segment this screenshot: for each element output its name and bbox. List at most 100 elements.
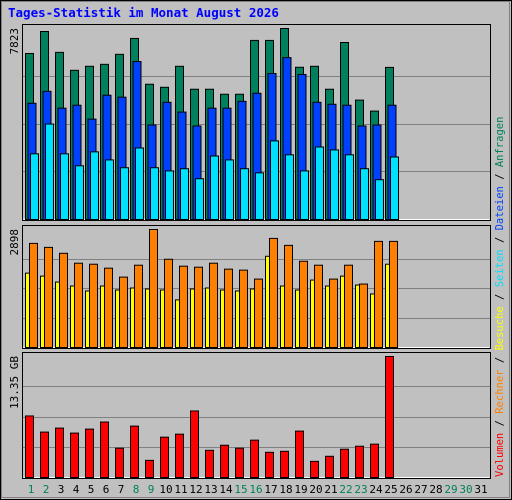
bar <box>344 264 353 348</box>
chart-title: Tages-Statistik im Monat August 2026 <box>8 5 279 20</box>
bar <box>390 156 399 221</box>
legend-separator: / <box>494 230 506 249</box>
x-tick-label: 4 <box>73 483 80 496</box>
x-tick-label: 5 <box>88 483 95 496</box>
x-tick-label: 6 <box>103 483 110 496</box>
bar <box>60 153 69 220</box>
bar <box>375 179 384 220</box>
bar <box>180 168 189 221</box>
bar <box>120 167 129 220</box>
bar <box>134 264 143 348</box>
bar <box>265 451 274 479</box>
bar <box>329 278 338 349</box>
bar <box>130 425 139 478</box>
x-tick-label: 3 <box>58 483 65 496</box>
bar <box>359 283 368 348</box>
bar <box>179 265 188 348</box>
bar <box>40 431 49 478</box>
bar <box>385 356 394 478</box>
x-tick-label: 29 <box>444 483 457 496</box>
bar <box>285 154 294 220</box>
bar <box>115 447 124 478</box>
legend-separator: / <box>494 287 506 306</box>
bar <box>270 140 279 220</box>
legend: Volumen / Rechner / Besuche / Seiten / D… <box>494 117 506 477</box>
bar <box>75 165 84 220</box>
bar <box>310 460 319 479</box>
legend-entry: Volumen <box>494 433 506 477</box>
legend-entry: Seiten <box>494 249 506 287</box>
bar <box>160 436 169 478</box>
x-tick-label: 28 <box>429 483 442 496</box>
bar <box>104 267 113 349</box>
bar <box>175 433 184 479</box>
x-tick-label: 17 <box>264 483 277 496</box>
x-tick-label: 20 <box>309 483 322 496</box>
legend-separator: / <box>494 167 506 186</box>
legend-separator: / <box>494 351 506 370</box>
bar <box>300 170 309 220</box>
bar <box>59 252 68 348</box>
bar <box>389 240 398 348</box>
bar <box>370 443 379 478</box>
bar <box>105 159 114 220</box>
legend-entry: Besuche <box>494 306 506 350</box>
x-tick-label: 19 <box>294 483 307 496</box>
y-tick-label: 7823 <box>8 28 21 55</box>
bar <box>224 268 233 349</box>
x-tick-label: 12 <box>189 483 202 496</box>
x-tick-label: 21 <box>324 483 337 496</box>
bar <box>280 450 289 479</box>
bar <box>149 229 158 348</box>
bar <box>315 146 324 220</box>
bar <box>240 168 249 221</box>
x-tick-label: 27 <box>414 483 427 496</box>
bar <box>235 447 244 478</box>
bar <box>145 459 154 478</box>
bar <box>119 276 128 348</box>
x-tick-label: 13 <box>204 483 217 496</box>
bar <box>330 149 339 220</box>
x-tick-label: 18 <box>279 483 292 496</box>
bar <box>254 278 263 349</box>
bar <box>44 246 53 349</box>
bar <box>74 262 83 349</box>
y-tick-label: 13.35 GB <box>8 356 21 409</box>
bar <box>239 269 248 348</box>
bar <box>85 428 94 479</box>
bar <box>225 159 234 220</box>
bar <box>205 449 214 479</box>
bar <box>355 445 364 479</box>
bar <box>100 421 109 478</box>
x-tick-label: 14 <box>219 483 233 496</box>
bar <box>150 167 159 220</box>
x-tick-label: 7 <box>118 483 125 496</box>
bar <box>165 170 174 220</box>
bar <box>360 168 369 221</box>
bar <box>284 244 293 348</box>
bar <box>250 439 259 479</box>
x-tick-label: 15 <box>234 483 247 496</box>
bar <box>210 155 219 221</box>
x-tick-label: 10 <box>159 483 172 496</box>
bar <box>90 151 99 220</box>
bar <box>55 427 64 478</box>
x-tick-label: 2 <box>43 483 50 496</box>
x-tick-label: 1 <box>28 483 35 496</box>
bar <box>164 258 173 349</box>
legend-entry: Dateien <box>494 186 506 230</box>
bar <box>325 455 334 479</box>
bar <box>29 242 38 348</box>
bar <box>194 266 203 348</box>
x-tick-label: 30 <box>459 483 472 496</box>
legend-entry: Anfragen <box>494 117 506 168</box>
bar <box>374 240 383 348</box>
bar <box>30 153 39 220</box>
bar <box>195 178 204 220</box>
y-tick-label: 2898 <box>8 229 21 256</box>
x-tick-label: 8 <box>133 483 140 496</box>
bar <box>70 432 79 478</box>
x-tick-label: 24 <box>369 483 383 496</box>
